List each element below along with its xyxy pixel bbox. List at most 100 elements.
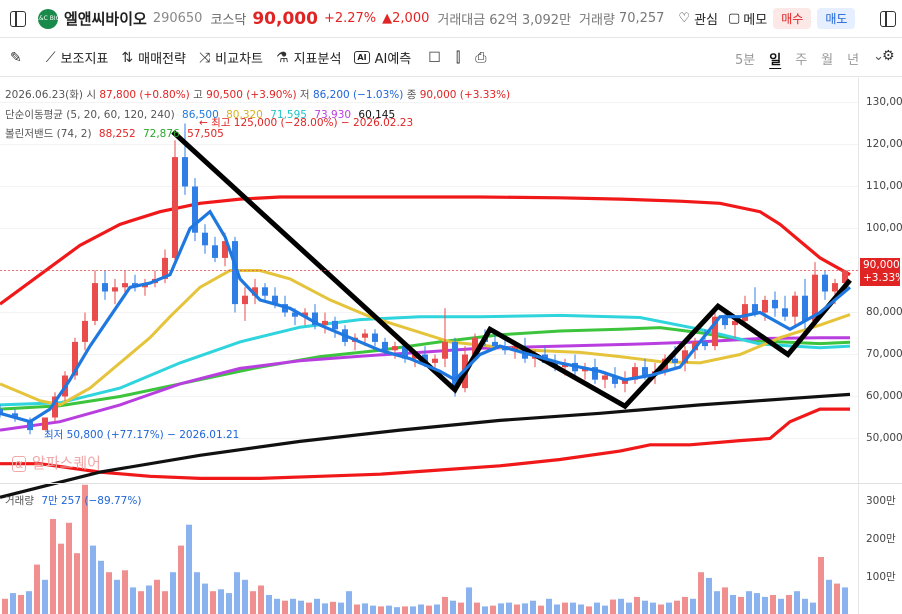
sma5-line [0,209,852,424]
volume-bar [810,602,816,614]
price-tick-label: 100,000 [866,221,902,234]
company-logo: L&C BIO [36,8,60,29]
candle-body [702,341,708,347]
volume-bar [522,603,528,614]
volume-bar [746,591,752,614]
candle-body [372,333,378,342]
volume-bar [90,545,96,614]
pencil-icon[interactable]: ✎ [10,49,22,66]
volume-value: 70,257 [618,11,665,26]
candle-body [82,320,88,342]
volume-bar [202,583,208,614]
candle-body [722,316,728,326]
trade-value-label: 거래대금 [437,13,486,28]
bb-info[interactable]: 볼린저밴드 (74, 2) 88,252 72,876 57,505 [5,126,224,141]
toolbar-strategy[interactable]: ⇅ 매매전략 [121,48,186,68]
volume-bar [178,545,184,614]
crosshair-icon[interactable]: ☐ [428,49,441,66]
timeframe-day[interactable]: 일 [769,53,782,68]
volume-bars [2,484,848,614]
panel-toggle-icon[interactable] [880,11,896,27]
candle-body [612,375,618,384]
bb-upper-value: 88,252 [98,128,136,140]
timeframe-year[interactable]: 년 [847,53,860,68]
memo-icon[interactable]: ▢ [728,11,741,26]
change-amount: ▲2,000 [382,11,430,26]
chevron-down-icon[interactable]: ⌄ [873,49,885,64]
volume-bar [586,606,592,614]
volume-bar [154,579,160,614]
sma240-value: 60,145 [358,109,396,121]
volume-bar [314,598,320,614]
sidebar-toggle-icon[interactable] [10,10,26,27]
volume-bar [530,600,536,614]
candle-body [202,232,208,246]
volume-bar [250,591,256,614]
candle-body [592,367,598,380]
volume-bar [378,606,384,614]
timeframe-5min[interactable]: 5분 [735,53,756,68]
toolbar-compare[interactable]: ⤨ 비교차트 [199,48,263,68]
bb-label: 볼린저밴드 (74, 2) [5,128,92,140]
camera-icon[interactable]: ⎙ [475,49,487,66]
gear-icon[interactable]: ⚙ [882,48,895,64]
top-bar: L&C BIO 엘앤씨바이오 290650 코스닥 90,000 +2.27% … [0,0,902,38]
candle-body [182,157,188,187]
volume-bar [570,602,576,614]
sma-info[interactable]: 단순이동평균 (5, 20, 60, 120, 240) 86,500 80,3… [5,107,395,122]
candle-body [682,350,688,363]
volume-bar [714,591,720,614]
watch-button[interactable]: 관심 [694,13,718,28]
volume-bar [194,572,200,614]
analysis-icon: ⚗ [276,49,289,66]
memo-button[interactable]: 메모 [743,13,768,28]
volume-bar [282,600,288,614]
drawn-zigzag-line [171,130,852,410]
bb-lower-line [0,407,850,480]
heart-icon[interactable]: ♡ [678,11,691,26]
candle-body [272,295,278,305]
volume-bar [674,600,680,614]
sma240-line [0,392,851,499]
volume-bar [258,585,264,614]
candle-body [802,295,808,321]
candle-body [322,320,328,326]
candle-body [122,283,128,288]
volume-bar [266,595,272,614]
candle-body [102,283,108,292]
watermark: α 알파스퀘어 [12,452,101,473]
volume-bar [642,600,648,614]
volume-bar [162,591,168,614]
volume-bar [818,557,824,614]
volume-bar [74,553,80,614]
candle-body [792,295,798,317]
price-tag-value: 90,000 [863,259,900,271]
open-label: 시 [86,89,96,101]
high-value: 90,500 (+3.90%) [206,89,297,101]
sell-button[interactable]: 매도 [817,8,856,29]
buy-button[interactable]: 매수 [773,8,812,29]
high-annotation: ← 최고 125,000 (−28.00%) − 2026.02.23 [199,117,413,129]
toolbar-indicators[interactable]: ⟋ 보조지표 [46,48,109,68]
sma60-line [0,313,851,407]
toolbar-ai[interactable]: AI AI예측 [354,48,411,67]
stock-name[interactable]: 엘앤씨바이오 [64,10,147,28]
toolbar-analysis[interactable]: ⚗ 지표분석 [276,48,341,68]
low-annotation: 최저 50,800 (+77.17%) − 2026.01.21 [44,429,239,441]
volume-bar [738,596,744,614]
candle-icon[interactable]: ⫿ [455,49,461,66]
sma60-value: 71,595 [270,109,307,121]
sma5-value: 86,500 [182,109,219,121]
chart-toolbar: ✎ ⟋ 보조지표 ⇅ 매매전략 ⤨ 비교차트 ⚗ 지표분석 AI AI예측 ☐ ⫿ ⎙ 5… [0,39,902,77]
candle-body [492,341,498,347]
volume-bar [410,606,416,614]
watermark-text: 알파스퀘어 [31,454,101,472]
candle-body [232,241,238,305]
candle-body [452,341,458,389]
volume-bar [394,607,400,614]
volume-bar [562,602,568,614]
volume-bar [490,605,496,614]
timeframe-month[interactable]: 월 [821,53,834,68]
timeframe-week[interactable]: 주 [795,53,808,68]
